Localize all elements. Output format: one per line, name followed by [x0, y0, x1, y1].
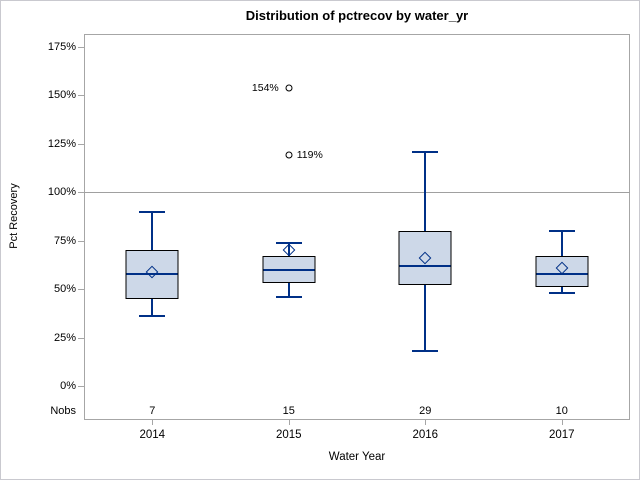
y-axis-tick-label: 175%: [47, 41, 76, 53]
y-axis-tick-label: 150%: [47, 89, 76, 102]
y-axis-tick: [78, 192, 84, 194]
median-line: [126, 272, 178, 275]
y-axis-tick-label: 0%: [60, 380, 76, 392]
nobs-value: 7: [149, 405, 156, 417]
whisker-cap-low: [548, 292, 575, 295]
box-iqr: [535, 256, 589, 288]
nobs-row-label: Nobs: [50, 405, 76, 417]
nobs-value: 10: [555, 405, 568, 417]
whisker-cap-high: [275, 241, 302, 244]
chart-title: Distribution of pctrecov by water_yr: [245, 8, 469, 23]
x-axis-tick-label: 2014: [139, 429, 166, 441]
whisker-cap-low: [139, 315, 166, 318]
x-axis-tick: [152, 420, 154, 425]
outlier-label: 154%: [251, 81, 279, 94]
y-axis-tick: [78, 143, 84, 145]
y-axis-tick: [78, 95, 84, 97]
x-axis-tick: [561, 420, 563, 425]
whisker-cap-low: [275, 295, 302, 298]
nobs-value: 29: [419, 405, 432, 417]
y-axis-tick: [78, 240, 84, 242]
y-axis-title: Pct Recovery: [8, 183, 20, 249]
x-axis-tick: [425, 420, 427, 425]
y-axis-tick-label: 25%: [53, 331, 76, 344]
y-axis-tick: [78, 47, 84, 48]
whisker-cap-low: [412, 350, 439, 353]
whisker-cap-high: [412, 150, 439, 153]
plot-area: [84, 34, 630, 420]
y-axis-tick-label: 125%: [47, 137, 76, 150]
y-axis-tick: [78, 386, 84, 387]
whisker-cap-high: [139, 210, 166, 213]
outlier-point: [285, 84, 293, 92]
x-axis-tick: [288, 420, 290, 425]
y-axis-tick: [78, 289, 84, 291]
x-axis-tick-label: 2016: [412, 429, 439, 441]
y-axis-tick: [78, 337, 84, 339]
median-line: [536, 272, 588, 275]
reference-line-100pct: [84, 192, 630, 194]
x-axis-title: Water Year: [328, 451, 386, 463]
x-axis-tick-label: 2017: [548, 429, 575, 441]
box-iqr: [398, 231, 452, 286]
y-axis-tick-label: 50%: [53, 283, 76, 296]
y-axis-tick-label: 75%: [53, 234, 76, 247]
median-line: [399, 264, 451, 267]
nobs-value: 15: [282, 405, 295, 417]
y-axis-tick-label: 100%: [47, 186, 76, 199]
whisker-cap-high: [548, 230, 575, 233]
x-axis-tick-label: 2015: [275, 429, 302, 441]
outlier-point: [285, 151, 293, 159]
median-line: [263, 268, 315, 271]
outlier-label: 119%: [296, 149, 323, 162]
